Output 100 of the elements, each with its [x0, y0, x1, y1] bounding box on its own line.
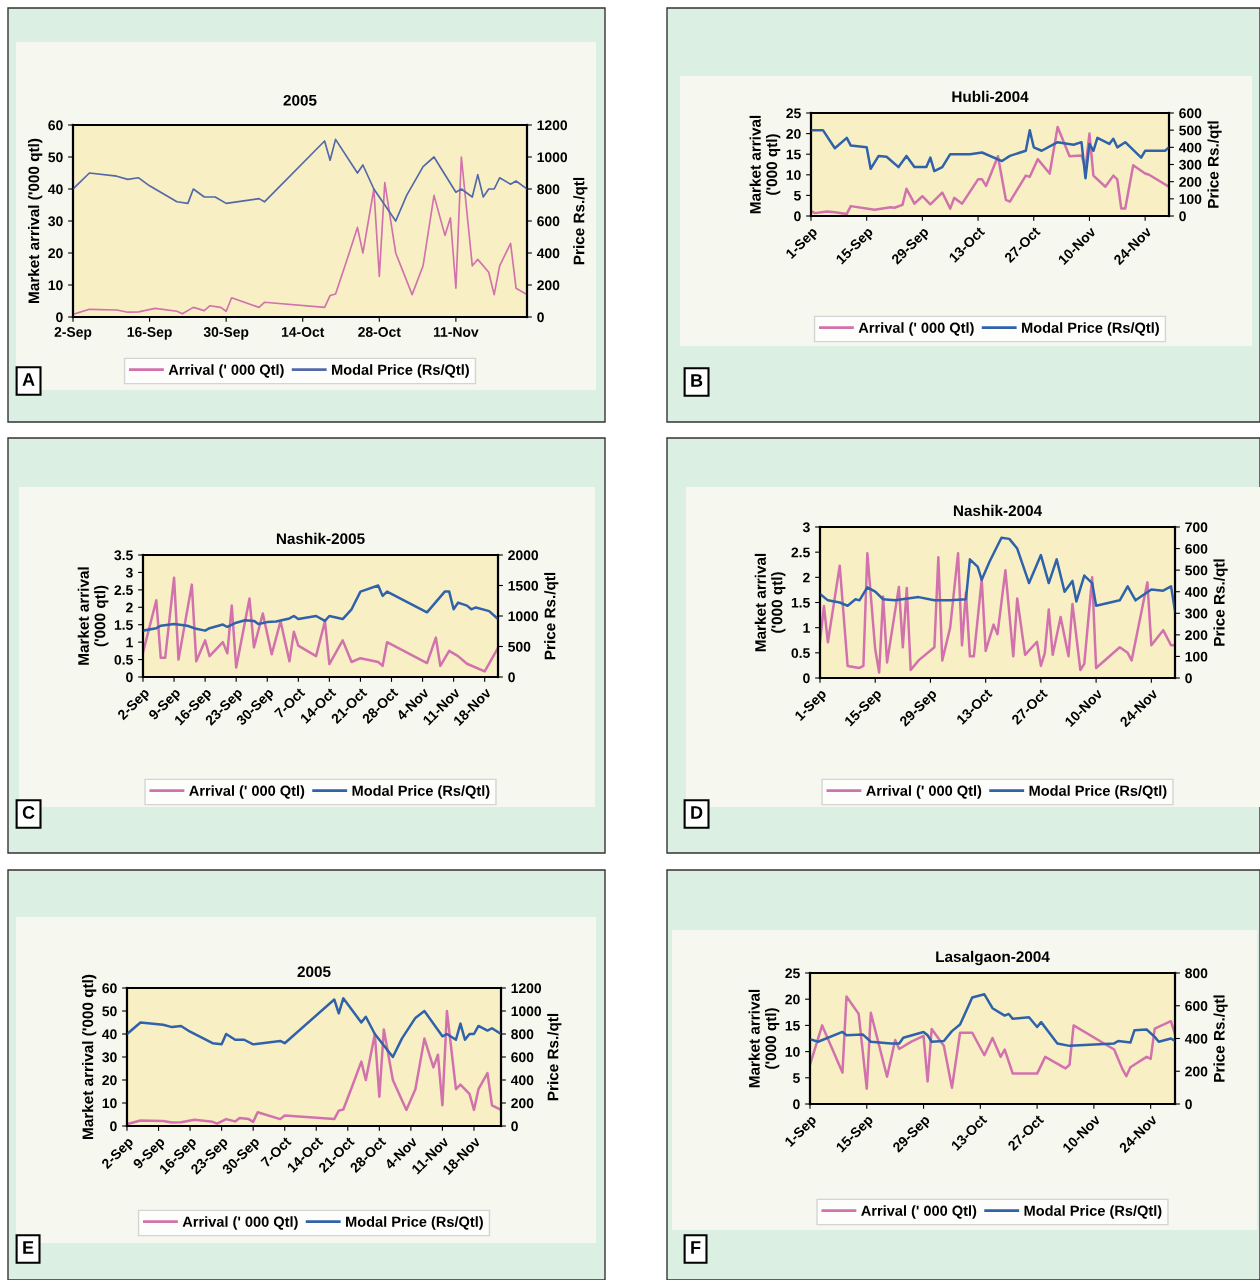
y2-tick-label: 200	[1185, 1066, 1208, 1077]
y-tick-label: 1.5	[114, 620, 133, 630]
y2-tick-label: 400	[1178, 142, 1202, 153]
y2-tick-label: 300	[1185, 608, 1208, 619]
y-tick-label: 10	[102, 1098, 117, 1109]
y-tick-label: 10	[48, 280, 63, 291]
y-tick-label: 20	[785, 994, 800, 1005]
line-series	[820, 536, 1175, 613]
y2-tick-label: 400	[510, 1075, 534, 1086]
legend-label: Arrival (' 000 Qtl)	[168, 364, 284, 378]
text: B	[691, 374, 703, 387]
y-tick-label: 30	[48, 216, 63, 227]
y-axis-title: Market arrival ('000 qtl)	[748, 989, 780, 1088]
x-tick-label: 28-Oct	[358, 327, 401, 337]
y-tick-label: 25	[786, 108, 801, 119]
legend-label: Arrival (' 000 Qtl)	[861, 1205, 977, 1219]
y-tick-label: 3.5	[114, 550, 133, 561]
y-tick-label: 0	[793, 1099, 800, 1110]
y-tick-label: 30	[102, 1052, 117, 1063]
y2-axis-title: Price Rs./qtl	[544, 572, 559, 660]
text: F	[691, 1241, 701, 1254]
y2-tick-label: 1000	[537, 152, 568, 163]
x-tick-label: 14-Oct	[282, 327, 325, 337]
y-tick-label: 20	[786, 128, 801, 139]
text: E	[23, 1241, 34, 1254]
y-tick-label: 3	[802, 522, 810, 533]
chart-title: Nashik-2005	[276, 532, 365, 545]
y-tick-label: 50	[48, 152, 63, 163]
y-tick-label: 2.5	[114, 585, 133, 596]
legend-label: Modal Price (Rs/Qtl)	[346, 1216, 483, 1230]
line-series	[811, 128, 1169, 180]
text: D	[691, 806, 703, 819]
legend-label: Modal Price (Rs/Qtl)	[1029, 785, 1167, 799]
y2-axis-title: Price Rs./qtl	[547, 1013, 562, 1101]
y-tick-label: 40	[48, 184, 63, 195]
y-axis-title: Market arrival ('000 qtl)	[749, 115, 781, 214]
y2-tick-label: 200	[1179, 177, 1202, 187]
y-tick-label: 40	[102, 1029, 117, 1040]
y-tick-label: 5	[793, 190, 801, 201]
y2-tick-label: 100	[1185, 651, 1208, 662]
y-tick-label: 60	[48, 120, 63, 131]
chart-title: 2005	[297, 966, 331, 978]
y-axis-title: Market arrival ('000 qtl)	[28, 138, 43, 303]
y-tick-label: 2.5	[791, 547, 810, 558]
y-axis-title: Market arrival ('000 qtl)	[754, 553, 786, 652]
y2-tick-label: 100	[1179, 194, 1202, 204]
x-tick-label: 30-Sep	[203, 327, 249, 340]
y2-tick-label: 800	[1185, 968, 1208, 979]
y-tick-label: 1.5	[791, 597, 810, 608]
y-tick-label: 15	[786, 149, 801, 160]
y2-tick-label: 2000	[508, 550, 539, 561]
y-tick-label: 1	[126, 637, 133, 648]
y2-tick-label: 500	[508, 641, 531, 652]
y2-tick-label: 800	[537, 184, 560, 195]
y-tick-label: 50	[102, 1006, 117, 1017]
x-tick-label: 2-Sep	[54, 327, 92, 340]
y2-tick-label: 300	[1179, 159, 1202, 170]
y2-axis-title: Price Rs./qtl	[1207, 121, 1222, 208]
y-tick-label: 0	[110, 1121, 117, 1132]
y-tick-label: 60	[102, 983, 117, 994]
legend-label: Modal Price (Rs/Qtl)	[1022, 322, 1159, 336]
y2-tick-label: 0	[1185, 673, 1192, 684]
x-tick-label: 11-Nov	[433, 327, 479, 337]
legend-label: Arrival (' 000 Qtl)	[182, 1216, 298, 1230]
y2-tick-label: 200	[537, 280, 560, 291]
y2-tick-label: 400	[536, 248, 560, 259]
line-series	[73, 138, 527, 222]
y-tick-label: 0.5	[791, 648, 810, 658]
y-tick-label: 20	[102, 1075, 117, 1086]
y2-axis-title: Price Rs./qtl	[573, 177, 588, 265]
y2-tick-label: 0	[511, 1121, 518, 1132]
line-series	[810, 993, 1175, 1048]
y2-tick-label: 600	[1179, 108, 1202, 119]
y-tick-label: 15	[785, 1020, 800, 1031]
y-tick-label: 0	[803, 673, 810, 684]
y2-tick-label: 1000	[508, 611, 539, 622]
line-series	[810, 995, 1175, 1091]
y2-tick-label: 1200	[511, 983, 542, 994]
y2-tick-label: 400	[1184, 1033, 1208, 1044]
y2-tick-label: 600	[511, 1052, 534, 1063]
y-tick-label: 25	[785, 968, 800, 979]
chart-title: Lasalgaon-2004	[936, 950, 1050, 966]
y2-tick-label: 500	[1185, 565, 1208, 576]
y-tick-label: 20	[48, 248, 63, 259]
y-tick-label: 10	[785, 1046, 800, 1057]
y2-tick-label: 0	[1179, 211, 1186, 222]
y2-tick-label: 700	[1185, 522, 1208, 533]
text: A	[22, 373, 35, 386]
line-series	[143, 576, 498, 673]
line-series	[820, 551, 1175, 674]
line-series	[127, 997, 501, 1059]
chart-title: 2005	[283, 94, 317, 106]
y2-tick-label: 0	[1185, 1099, 1192, 1110]
y2-tick-label: 400	[1184, 587, 1208, 597]
y2-tick-label: 1000	[511, 1006, 542, 1017]
legend-label: Arrival (' 000 Qtl)	[858, 322, 974, 336]
legend-label: Arrival (' 000 Qtl)	[866, 785, 982, 799]
y2-tick-label: 600	[537, 216, 560, 227]
legend-label: Arrival (' 000 Qtl)	[189, 785, 305, 799]
y-tick-label: 0	[794, 211, 801, 222]
